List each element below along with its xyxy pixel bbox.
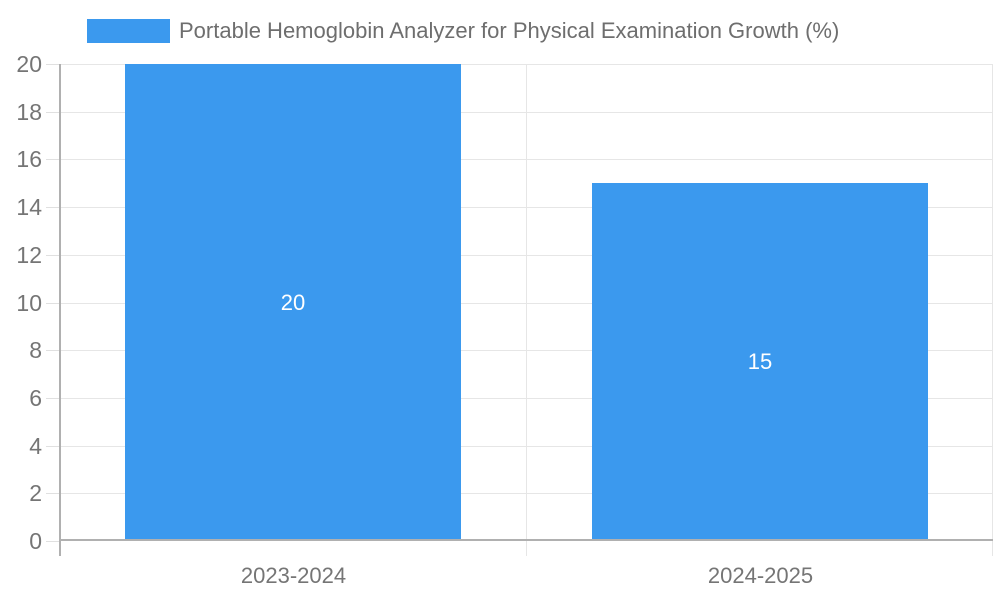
- y-axis-tick: [46, 207, 60, 208]
- y-axis-tick-label: 20: [16, 51, 42, 77]
- y-axis-tick: [46, 159, 60, 160]
- y-axis-tick: [46, 303, 60, 304]
- y-axis-tick-label: 16: [16, 146, 42, 172]
- plot-area: 0 2 4 6 8 10 12 14 16 18 20 20 2023-2024 15 2024-2025: [16, 51, 993, 588]
- y-axis-tick-label: 4: [29, 433, 42, 459]
- v-gridline: [526, 64, 527, 556]
- y-axis-tick-label: 18: [16, 99, 42, 125]
- y-axis-tick: [46, 541, 60, 542]
- x-axis-line: [60, 539, 993, 541]
- y-axis-line: [59, 64, 61, 556]
- y-axis-tick-label: 6: [29, 385, 42, 411]
- bar-value-label: 20: [280, 289, 306, 315]
- y-axis-tick-label: 14: [16, 194, 42, 220]
- y-axis-tick-label: 0: [29, 528, 42, 554]
- legend-label: Portable Hemoglobin Analyzer for Physica…: [179, 18, 840, 43]
- legend-item[interactable]: Portable Hemoglobin Analyzer for Physica…: [87, 18, 839, 44]
- y-axis-tick-label: 12: [16, 242, 42, 268]
- y-axis-tick: [46, 493, 60, 494]
- legend-swatch-icon: [87, 19, 170, 43]
- y-axis-tick: [46, 350, 60, 351]
- y-axis-tick-label: 2: [29, 480, 42, 506]
- y-axis-tick-label: 10: [16, 290, 42, 316]
- x-axis-label: 2024-2025: [707, 563, 814, 588]
- bar-2024-2025[interactable]: 15: [592, 183, 928, 541]
- y-axis-tick: [46, 398, 60, 399]
- y-axis-tick: [46, 255, 60, 256]
- bar-value-label: 15: [747, 349, 773, 374]
- x-axis-label: 2023-2024: [240, 563, 347, 588]
- v-gridline: [992, 64, 993, 556]
- y-axis-tick: [46, 64, 60, 65]
- y-axis-tick-label: 8: [29, 337, 42, 363]
- bar-2023-2024[interactable]: 20: [125, 64, 461, 541]
- y-axis-tick: [46, 112, 60, 113]
- y-axis-tick: [46, 446, 60, 447]
